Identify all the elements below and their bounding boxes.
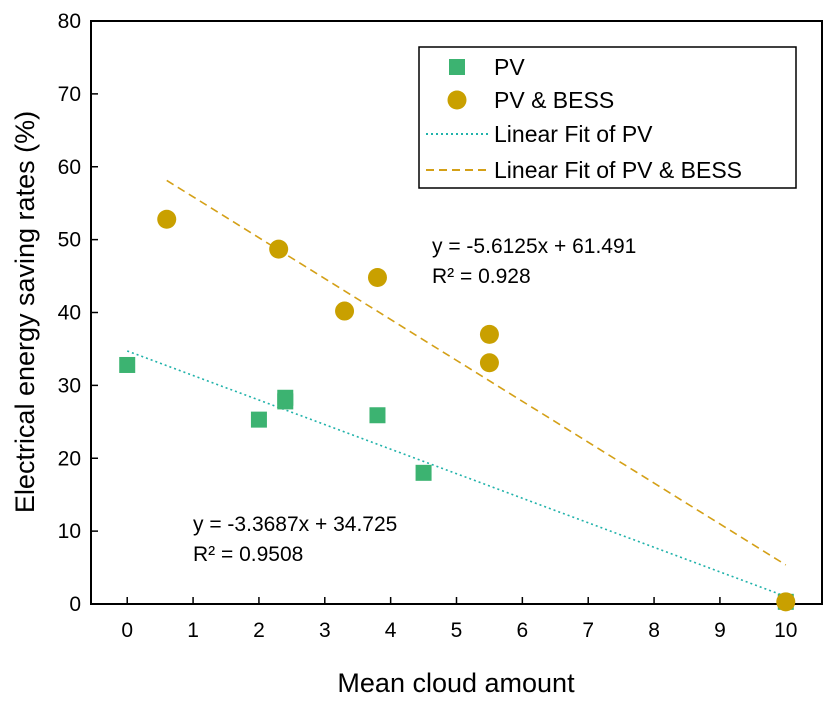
data-point-pv — [250, 411, 267, 428]
equation-pv: y = -3.3687x + 34.725 — [193, 513, 397, 536]
y-tick-label: 70 — [58, 83, 81, 106]
data-point-pv-bess — [269, 239, 289, 259]
x-tick-label: 8 — [648, 619, 660, 642]
x-tick-label: 0 — [121, 619, 133, 642]
y-tick-label: 40 — [58, 302, 81, 325]
x-tick-label: 6 — [517, 619, 529, 642]
y-tick-label: 60 — [58, 156, 81, 179]
data-point-pv-bess — [479, 324, 499, 344]
y-tick-label: 30 — [58, 374, 81, 397]
fit-lines — [126, 179, 787, 598]
legend-label-fit-pv: Linear Fit of PV — [494, 121, 653, 147]
y-tick-label: 0 — [69, 593, 81, 616]
legend-label-fit-pv-bess: Linear Fit of PV & BESS — [494, 157, 742, 183]
y-tick-label: 10 — [58, 520, 81, 543]
x-tick-label: 4 — [385, 619, 397, 642]
legend-marker-pv — [449, 59, 465, 75]
data-point-pv-bess — [157, 209, 177, 229]
x-tick-label: 9 — [714, 619, 726, 642]
x-tick-label: 1 — [187, 619, 199, 642]
equation-pv-bess: y = -5.6125x + 61.491 — [432, 235, 636, 258]
data-point-pv-bess — [335, 301, 355, 321]
axes-ticks: 0 1 2 3 4 5 6 7 8 9 10 0 10 20 30 40 50 60 70 80 — [58, 10, 798, 642]
x-tick-label: 10 — [774, 619, 797, 642]
x-tick-label: 7 — [582, 619, 594, 642]
legend: PV PV & BESS Linear Fit of PV Linear Fit… — [418, 46, 797, 189]
legend-label-pv-bess: PV & BESS — [494, 87, 614, 113]
r2-pv: R² = 0.9508 — [193, 543, 303, 566]
y-tick-label: 80 — [58, 10, 81, 33]
legend-box — [418, 46, 797, 189]
y-tick-label: 50 — [58, 229, 81, 252]
legend-marker-pv-bess — [447, 90, 467, 110]
x-axis-title: Mean cloud amount — [337, 668, 575, 698]
fit-line — [126, 350, 787, 598]
data-points — [119, 209, 796, 612]
data-point-pv-bess — [776, 592, 796, 612]
y-tick-label: 20 — [58, 447, 81, 470]
x-tick-label: 3 — [319, 619, 331, 642]
data-point-pv — [119, 356, 136, 373]
x-tick-label: 5 — [451, 619, 463, 642]
r2-pv-bess: R² = 0.928 — [432, 265, 531, 288]
data-point-pv — [415, 464, 432, 481]
data-point-pv-bess — [367, 268, 387, 288]
data-point-pv — [277, 393, 294, 410]
fit-line — [166, 179, 787, 566]
legend-label-pv: PV — [494, 54, 525, 80]
data-point-pv — [369, 407, 386, 424]
data-point-pv-bess — [479, 353, 499, 373]
y-axis-title: Electrical energy saving rates (%) — [10, 111, 40, 513]
x-tick-label: 2 — [253, 619, 265, 642]
